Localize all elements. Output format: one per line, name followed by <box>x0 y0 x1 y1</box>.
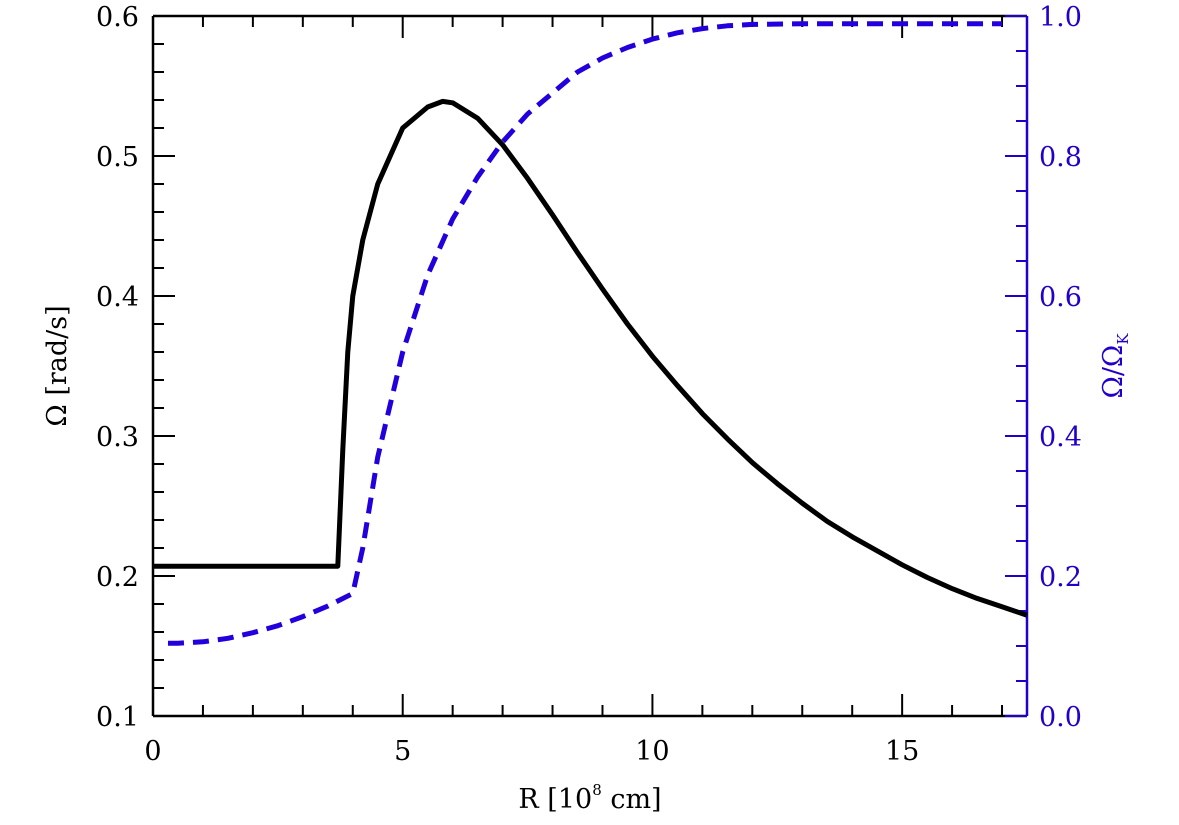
x-tick-label: 0 <box>144 736 161 767</box>
y-right-tick-label: 0.4 <box>1039 422 1082 453</box>
series-layer <box>153 21 1028 646</box>
y-axis-right-title-main: Ω/Ω <box>1098 345 1129 399</box>
y-left-tick-label: 0.5 <box>96 142 139 173</box>
y-axis-right-title-sub: K <box>1114 333 1132 345</box>
y-left-tick-label: 0.1 <box>96 702 139 733</box>
y-left-tick-label: 0.4 <box>96 282 139 313</box>
x-axis-title-main: R [10 <box>518 784 592 815</box>
x-axis-title-sup: 8 <box>592 781 602 799</box>
y-right-tick-label: 0.6 <box>1039 282 1082 313</box>
omega-ratio-dashed-line <box>167 21 1003 646</box>
tick-labels-layer: 0 5 10 15 0.1 0.2 0.3 0.4 0.5 0.6 0.0 0.2 0.4 0.6 0.8 1… <box>96 2 1082 767</box>
y-right-tick-label: 0.0 <box>1039 702 1082 733</box>
y-left-tick-label: 0.3 <box>96 422 139 453</box>
y-left-tick-label: 0.6 <box>96 2 139 33</box>
y-axis-left-title: Ω [rad/s] <box>42 305 73 426</box>
x-tick-label: 5 <box>394 736 411 767</box>
x-tick-label: 15 <box>885 736 919 767</box>
x-axis-title: R [108 cm] <box>518 781 661 815</box>
y-right-tick-label: 0.8 <box>1039 142 1082 173</box>
y-axis-right-title: Ω/ΩK <box>1098 333 1132 399</box>
y-left-tick-label: 0.2 <box>96 562 139 593</box>
y-right-tick-label: 1.0 <box>1039 2 1082 33</box>
x-tick-label: 10 <box>635 736 669 767</box>
ticks-layer <box>151 14 1029 718</box>
omega-solid-line <box>153 98 1028 618</box>
x-axis-title-rest: cm] <box>602 784 662 815</box>
y-right-tick-label: 0.2 <box>1039 562 1082 593</box>
